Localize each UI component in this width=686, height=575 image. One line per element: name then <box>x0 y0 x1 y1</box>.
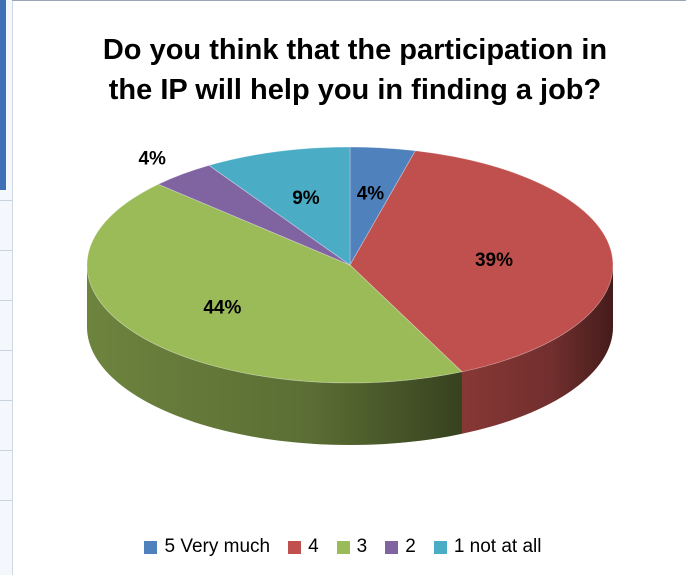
pie-slice-3 <box>86 183 463 384</box>
legend: 5 Very much 4 3 2 1 not at all <box>0 536 686 558</box>
left-panel-divider <box>0 200 12 201</box>
left-panel-divider <box>0 500 12 501</box>
legend-label: 4 <box>308 536 319 557</box>
pie-side-shading <box>461 265 613 434</box>
data-label-3: 44% <box>203 298 241 319</box>
legend-swatch <box>288 540 302 554</box>
top-border <box>12 0 686 1</box>
data-label-2: 4% <box>138 149 166 170</box>
pie-data-labels: 4% 39% 44% 4% 9% <box>138 149 513 319</box>
pie-side-shading <box>87 265 462 445</box>
data-label-4: 39% <box>475 250 513 271</box>
left-panel-divider <box>0 350 12 351</box>
legend-label: 5 Very much <box>164 536 271 557</box>
legend-item-5-very-much: 5 Very much <box>144 536 270 558</box>
legend-label: 2 <box>405 536 416 557</box>
left-panel-edge <box>0 0 13 575</box>
legend-item-4: 4 <box>288 536 319 558</box>
pie-slice-1-not-at-all <box>208 146 351 266</box>
legend-label: 1 not at all <box>453 536 542 557</box>
legend-label: 3 <box>356 536 368 557</box>
legend-item-3: 3 <box>336 536 368 558</box>
pie-slice-5-very-much <box>349 146 417 267</box>
left-panel-divider <box>0 450 12 451</box>
legend-swatch <box>144 540 158 554</box>
pie-slice-2 <box>157 164 351 266</box>
left-panel-divider <box>0 300 12 301</box>
data-label-1-not-at-all: 9% <box>292 188 320 209</box>
data-label-5-very-much: 4% <box>357 183 385 204</box>
legend-swatch <box>385 540 399 554</box>
left-panel-accent <box>0 0 6 190</box>
left-panel-divider <box>0 400 12 401</box>
chart-title: Do you think that the participation in t… <box>102 34 608 106</box>
legend-item-1-not-at-all: 1 not at all <box>433 536 542 558</box>
legend-item-2: 2 <box>385 536 416 558</box>
pie-side-faces <box>87 265 613 445</box>
legend-swatch <box>433 540 447 554</box>
left-panel-divider <box>0 250 12 251</box>
pie-slice-4 <box>349 150 614 373</box>
pie-top-faces <box>86 146 614 384</box>
legend-swatch <box>336 540 350 554</box>
